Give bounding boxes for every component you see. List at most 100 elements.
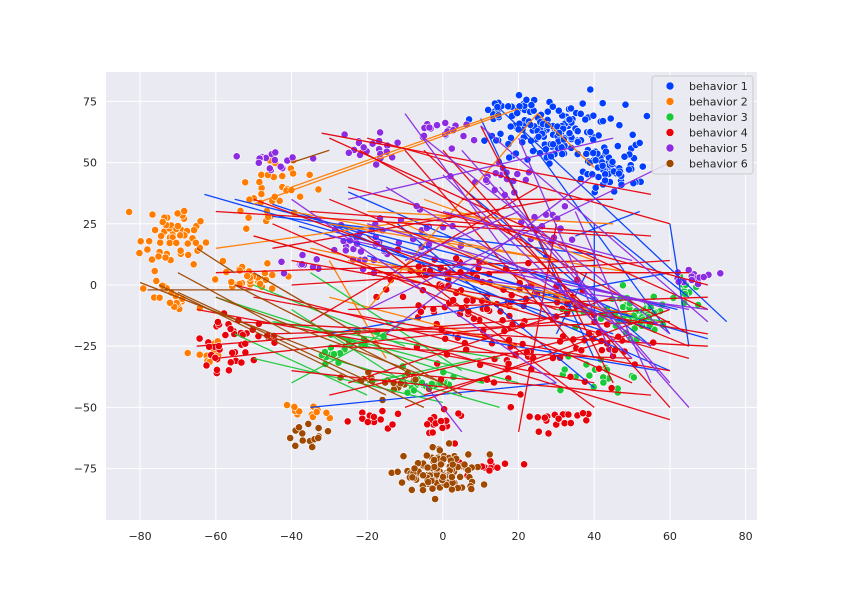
behavior-4-point (525, 412, 534, 421)
behavior-5-line (291, 198, 557, 384)
behavior-2-point (278, 172, 287, 180)
legend-label: behavior 4 (689, 127, 748, 140)
behavior-6-line (196, 247, 236, 274)
behavior-2-point (290, 402, 299, 411)
behavior-4-line (366, 235, 595, 408)
behavior-2-point (151, 226, 159, 234)
behavior-1-point (621, 100, 630, 109)
behavior-1-point (591, 156, 600, 165)
behavior-5-point (265, 164, 274, 173)
behavior-4-point (544, 429, 553, 438)
behavior-6-point (428, 484, 437, 493)
behavior-1-point (588, 170, 597, 179)
x-tick-label: 20 (512, 530, 526, 543)
behavior-4-point (372, 293, 381, 301)
behavior-1-point (555, 129, 563, 137)
behavior-3-line (215, 296, 481, 384)
behavior-3-line (234, 333, 368, 396)
behavior-5-point (344, 148, 353, 157)
behavior-2-line (291, 112, 500, 188)
behavior-4-line (442, 149, 671, 408)
behavior-1-point (534, 132, 543, 141)
behavior-2-point (312, 408, 321, 416)
y-tick-label: −25 (74, 340, 97, 353)
x-tick-label: −20 (356, 530, 379, 543)
behavior-5-point (232, 152, 241, 161)
behavior-2-point (155, 293, 164, 302)
behavior-5-line (348, 137, 614, 200)
behavior-4-point (224, 366, 233, 375)
behavior-1-point (565, 115, 574, 124)
behavior-3-point (560, 365, 569, 374)
behavior-2-point (183, 349, 192, 357)
behavior-2-point (172, 238, 181, 247)
behavior-5-point (393, 138, 402, 147)
behavior-6-point (286, 434, 295, 442)
behavior-1-point (573, 137, 582, 146)
behavior-4-line (215, 259, 595, 274)
behavior-1-point (613, 142, 622, 150)
behavior-6-point (428, 443, 437, 452)
behavior-1-line (272, 215, 602, 257)
behavior-4-line (321, 132, 652, 196)
behavior-4-line (272, 321, 670, 335)
behavior-4-point (566, 419, 575, 427)
behavior-5-line (423, 272, 708, 311)
behavior-2-point (295, 407, 304, 416)
behavior-4-point (399, 292, 407, 301)
behavior-2-point (241, 178, 250, 187)
behavior-4-point (520, 460, 528, 469)
behavior-4-point (490, 378, 498, 387)
behavior-1-point (599, 117, 607, 125)
behavior-1-point (615, 121, 624, 130)
behavior-5-point (270, 156, 279, 164)
behavior-4-point (534, 427, 543, 436)
behavior-5-line (404, 210, 519, 262)
behavior-2-point (176, 231, 185, 240)
legend-label: behavior 5 (689, 142, 748, 155)
behavior-4-point (213, 318, 222, 326)
behavior-4-point (533, 413, 542, 422)
behavior-4-line (517, 223, 558, 433)
behavior-2-point (165, 298, 174, 307)
behavior-4-point (378, 407, 387, 415)
behavior-1-point (554, 106, 563, 115)
behavior-5-line (385, 174, 595, 335)
behavior-2-line (537, 113, 595, 168)
behavior-4-point (343, 417, 352, 426)
behavior-6-point (408, 473, 417, 482)
behavior-2-line (366, 113, 538, 310)
behavior-5-point (341, 246, 350, 255)
behavior-1-point (515, 102, 524, 111)
behavior-2-point (314, 185, 323, 194)
behavior-2-point (283, 401, 291, 409)
behavior-4-line (272, 223, 633, 384)
x-tick-label: 40 (587, 530, 601, 543)
behavior-4-point (237, 358, 246, 367)
behavior-5-point (340, 130, 349, 139)
behavior-2-point (242, 224, 251, 233)
behavior-4-line (367, 137, 671, 225)
behavior-2-point (202, 238, 210, 247)
y-tick-label: 25 (83, 218, 97, 231)
behavior-6-point (460, 460, 469, 469)
behavior-6-point (308, 443, 317, 451)
legend-marker (665, 97, 675, 106)
behavior-2-point (263, 259, 272, 268)
y-tick-label: −50 (74, 401, 97, 414)
behavior-5-point (568, 235, 576, 244)
behavior-4-line (480, 125, 614, 384)
behavior-5-line (518, 137, 614, 359)
behavior-2-point (227, 278, 236, 286)
behavior-6-point (430, 456, 439, 464)
behavior-4-line (423, 333, 633, 396)
behavior-4-point (454, 409, 463, 418)
y-tick-label: 75 (83, 95, 97, 108)
behavior-5-point (513, 170, 522, 178)
behavior-6-point (447, 485, 456, 494)
behavior-4-point (506, 403, 515, 412)
behavior-1-point (606, 114, 615, 123)
legend-marker (665, 128, 675, 137)
